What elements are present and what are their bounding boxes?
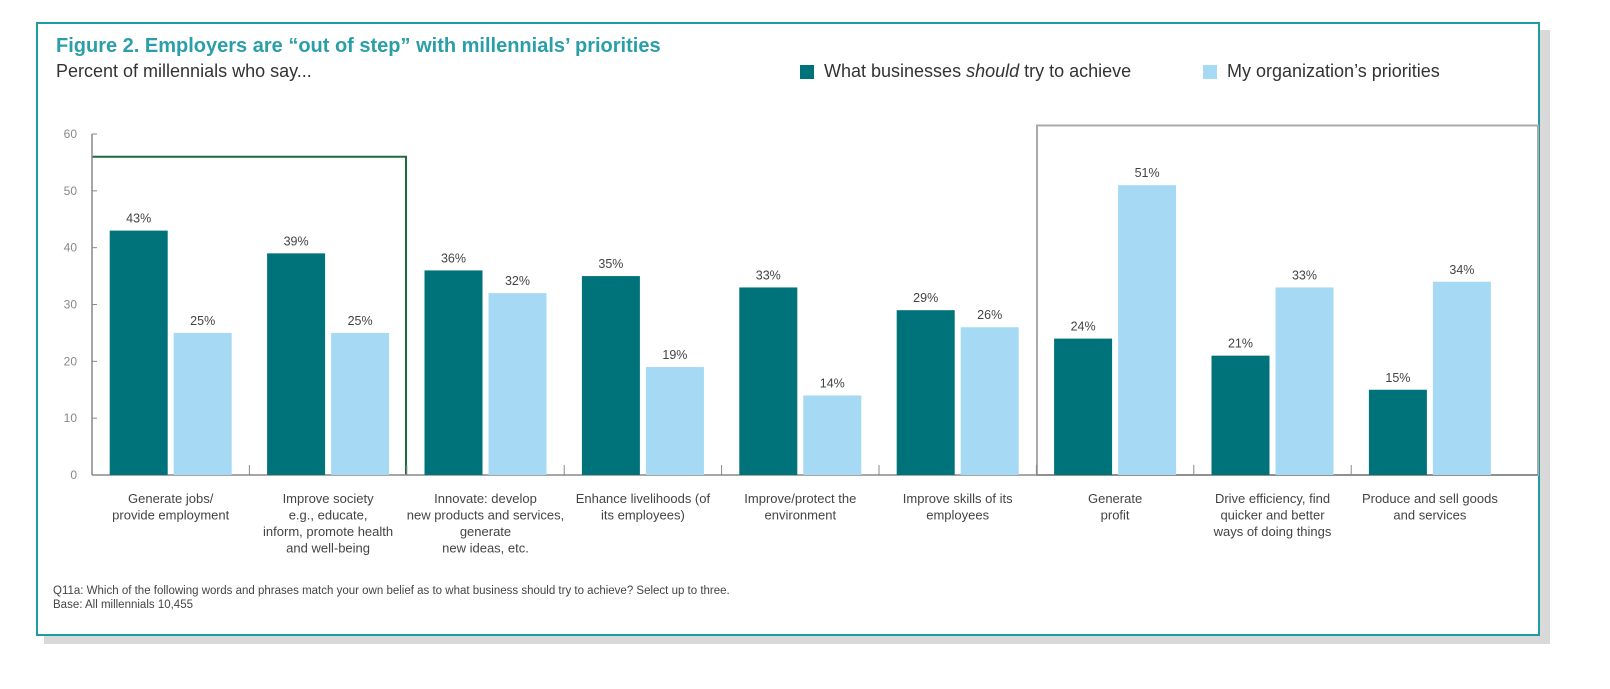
x-category-label: and well-being — [286, 541, 370, 556]
bar-should — [1211, 355, 1270, 475]
legend-label-should: What businesses should try to achieve — [824, 61, 1132, 81]
x-category-label: new ideas, etc. — [442, 541, 529, 556]
data-label-should: 29% — [913, 291, 938, 305]
y-tick-label: 20 — [64, 354, 78, 368]
bar-should — [109, 230, 168, 475]
bar-should — [1368, 389, 1427, 475]
x-category-label: inform, promote health — [263, 524, 393, 539]
legend-swatch-org — [1203, 64, 1217, 79]
y-tick-label: 30 — [64, 298, 78, 312]
bar-org — [803, 395, 862, 475]
data-label-org: 14% — [820, 376, 845, 390]
chart-title: Figure 2. Employers are “out of step” wi… — [56, 35, 661, 57]
bar-should — [739, 287, 798, 475]
footnote: Q11a: Which of the following words and p… — [53, 585, 730, 597]
x-category-label: Innovate: develop — [434, 491, 537, 506]
y-tick-label: 60 — [64, 127, 78, 141]
data-label-should: 36% — [441, 251, 466, 265]
x-category-label: Drive efficiency, find — [1215, 491, 1330, 506]
x-category-label: employees — [926, 508, 989, 523]
data-label-should: 43% — [126, 212, 151, 226]
bar-org — [645, 367, 704, 475]
bar-org — [960, 327, 1019, 475]
legend-label-org: My organization’s priorities — [1227, 61, 1440, 81]
data-label-should: 35% — [598, 257, 623, 271]
chart-subtitle: Percent of millennials who say... — [56, 61, 312, 81]
bar-should — [267, 253, 326, 475]
data-label-org: 32% — [505, 274, 530, 288]
data-label-should: 33% — [756, 268, 781, 282]
data-label-should: 21% — [1228, 337, 1253, 351]
x-category-label: quicker and better — [1220, 508, 1325, 523]
data-label-should: 15% — [1385, 371, 1410, 385]
x-category-label: e.g., educate, — [289, 508, 368, 523]
y-tick-label: 10 — [64, 411, 78, 425]
x-category-label: environment — [765, 508, 837, 523]
bar-should — [896, 310, 955, 475]
bar-org — [1118, 185, 1177, 475]
data-label-org: 25% — [190, 314, 215, 328]
data-label-should: 39% — [284, 234, 309, 248]
bar-org — [488, 293, 547, 475]
x-category-label: Improve skills of its — [903, 491, 1013, 506]
y-tick-label: 0 — [70, 468, 77, 482]
bar-org — [173, 332, 232, 475]
data-label-org: 25% — [348, 314, 373, 328]
data-label-org: 34% — [1449, 263, 1474, 277]
legend-item-should: What businesses should try to achieve — [800, 61, 1131, 82]
data-label-org: 19% — [662, 348, 687, 362]
bar-should — [581, 276, 640, 475]
x-category-label: new products and services, — [407, 508, 565, 523]
x-category-label: generate — [460, 524, 511, 539]
legend-item-org: My organization’s priorities — [1203, 61, 1440, 82]
data-label-should: 24% — [1071, 320, 1096, 334]
bar-should — [424, 270, 483, 475]
x-category-label: Improve society — [283, 491, 375, 506]
x-category-label: and services — [1393, 508, 1466, 523]
bar-org — [1432, 281, 1491, 475]
x-category-label: its employees) — [601, 508, 685, 523]
highlight-box-green — [92, 155, 407, 475]
base-note: Base: All millennials 10,455 — [53, 599, 193, 611]
data-label-org: 26% — [977, 308, 1002, 322]
x-category-label: ways of doing things — [1213, 524, 1332, 539]
data-label-org: 51% — [1135, 166, 1160, 180]
bar-should — [1054, 338, 1113, 475]
bar-org — [331, 332, 390, 475]
y-tick-label: 40 — [64, 241, 78, 255]
x-category-label: Improve/protect the — [744, 491, 856, 506]
legend-swatch-should — [800, 64, 814, 79]
x-category-label: Produce and sell goods — [1362, 491, 1498, 506]
data-label-org: 33% — [1292, 268, 1317, 282]
x-category-label: Generate jobs/ — [128, 491, 214, 506]
bar-org — [1275, 287, 1334, 475]
x-category-label: profit — [1101, 508, 1130, 523]
x-category-label: provide employment — [112, 508, 229, 523]
y-tick-label: 50 — [64, 184, 78, 198]
x-category-label: Generate — [1088, 491, 1142, 506]
x-category-label: Enhance livelihoods (of — [576, 491, 711, 506]
